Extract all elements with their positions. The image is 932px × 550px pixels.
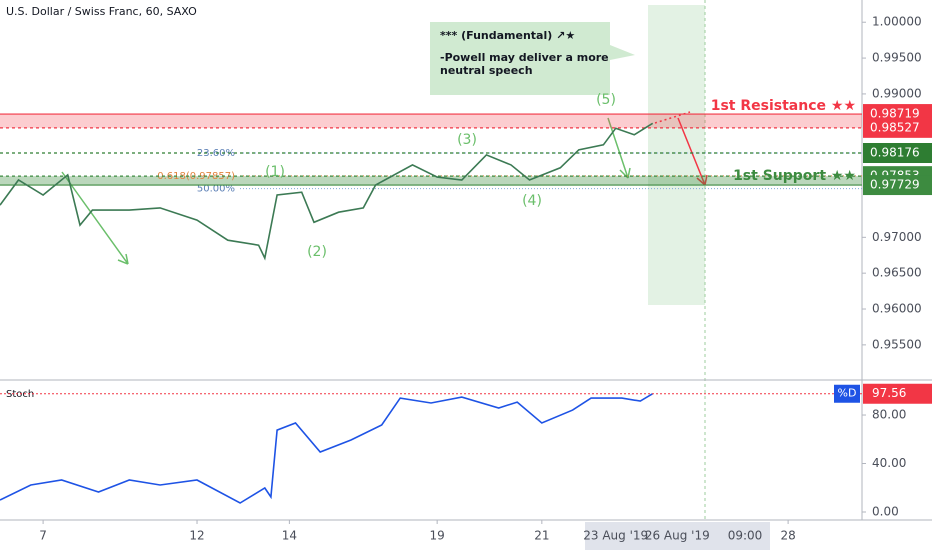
- x-tick-label: 19: [430, 529, 445, 543]
- price-label: 0.97729: [870, 178, 920, 192]
- date-range-highlight: [585, 522, 770, 550]
- price-label: 97.56: [872, 386, 906, 400]
- chart-title: U.S. Dollar / Swiss Franc, 60, SAXO: [6, 5, 197, 18]
- wave-label: (3): [457, 132, 477, 148]
- price-line: [0, 393, 654, 504]
- price-box: [863, 143, 932, 164]
- wave-label: (1): [265, 164, 285, 180]
- y-tick-label: 0.99500: [872, 51, 922, 65]
- callout-text: -Powell may deliver a more: [440, 51, 609, 64]
- wave-label: (5): [596, 92, 616, 108]
- date-marker: 26 Aug '19: [645, 529, 710, 543]
- y-tick-label: 1.00000: [872, 15, 922, 29]
- x-tick-label: 7: [39, 529, 47, 543]
- x-tick-label: 28: [780, 529, 795, 543]
- price-box: [863, 175, 932, 196]
- projection-zone: [648, 5, 705, 305]
- x-tick-label: 21: [534, 529, 549, 543]
- y-tick-label: 0.00: [872, 505, 899, 519]
- support-label: 1st Support ★★: [733, 168, 856, 184]
- zone: [0, 114, 862, 128]
- fib-label: 0.618(0.97857): [157, 171, 235, 182]
- resistance-label: 1st Resistance ★★: [711, 98, 856, 114]
- x-tick-label: 12: [189, 529, 204, 543]
- stoch-title: Stoch: [6, 389, 34, 400]
- price-box: [863, 117, 932, 138]
- price-box: [863, 383, 932, 404]
- arrows: [61, 111, 708, 265]
- callout-text: neutral speech: [440, 64, 533, 77]
- y-tick-label: 0.95500: [872, 337, 922, 351]
- y-tick-label: 80.00: [872, 408, 906, 422]
- callout-box: [430, 22, 635, 95]
- x-tick-label: 14: [282, 529, 297, 543]
- wave-label: (4): [522, 193, 542, 209]
- legend-box: [834, 384, 860, 403]
- legend-label: %D: [838, 387, 857, 400]
- y-tick-label: 0.96000: [872, 302, 922, 316]
- callout-title: *** (Fundamental) ↗★: [440, 29, 575, 42]
- y-tick-label: 0.99000: [872, 86, 922, 100]
- wave-label: (2): [307, 244, 327, 260]
- y-tick-label: 40.00: [872, 456, 906, 470]
- price-label: 0.98176: [870, 146, 920, 160]
- zone: [0, 176, 862, 186]
- price-label: 0.98719: [870, 107, 920, 121]
- date-marker: 09:00: [728, 529, 763, 543]
- fib-label: 23.60%: [197, 148, 235, 159]
- y-tick-label: 0.97000: [872, 230, 922, 244]
- date-marker: 23 Aug '19: [583, 529, 648, 543]
- y-tick-label: 0.96500: [872, 266, 922, 280]
- fib-label: 50.00%: [197, 184, 235, 195]
- price-line: [0, 122, 654, 261]
- price-label: 0.98527: [870, 120, 920, 134]
